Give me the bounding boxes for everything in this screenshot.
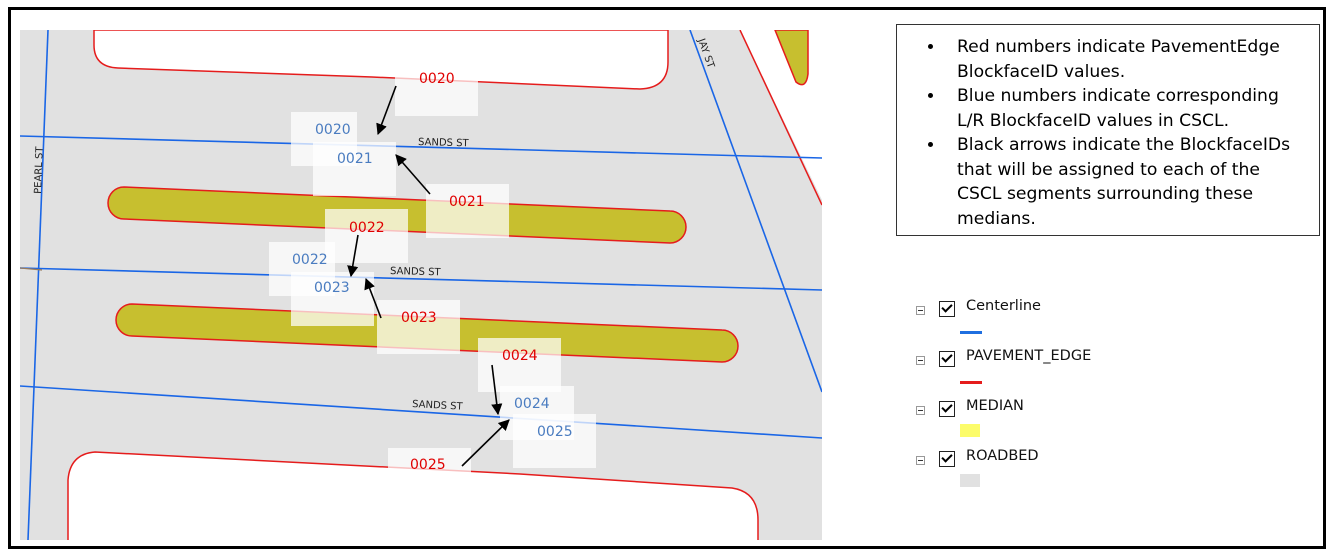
arrow-0024 — [491, 364, 503, 416]
pavement-id-label: 0020 — [419, 71, 455, 87]
layer-checkbox-centerline[interactable] — [939, 301, 955, 317]
collapse-icon[interactable] — [916, 356, 925, 365]
street-labels: SANDS ST SANDS ST SANDS ST PEARL ST JAY … — [33, 36, 716, 412]
layer-checkbox-median[interactable] — [939, 401, 955, 417]
median-jay — [774, 30, 809, 86]
centerline-pearl — [27, 30, 49, 540]
legend-item-centerline: Centerline — [916, 298, 1136, 345]
centerline-sands-3 — [20, 385, 822, 439]
legend-label: Centerline — [966, 298, 1041, 314]
legend-item-roadbed: ROADBED — [916, 448, 1136, 495]
notes-box: Red numbers indicate PavementEdge Blockf… — [896, 24, 1320, 236]
street-label-sands: SANDS ST — [418, 137, 470, 149]
arrow-0022 — [347, 234, 359, 278]
note-item: Blue numbers indicate corresponding L/R … — [945, 84, 1305, 133]
label-halos — [269, 72, 596, 478]
arrow-0020 — [376, 85, 397, 136]
cscl-id-label: 0022 — [292, 252, 328, 268]
legend-item-pavement-edge: PAVEMENT_EDGE — [916, 348, 1136, 395]
pavement-id-label: 0022 — [349, 220, 385, 236]
legend-label: MEDIAN — [966, 398, 1024, 414]
legend-label: ROADBED — [966, 448, 1039, 464]
pavement-edge-labels: 0020 0021 0022 0023 0024 0025 — [349, 71, 538, 473]
assignment-arrows — [347, 85, 510, 467]
notes-list: Red numbers indicate PavementEdge Blockf… — [911, 35, 1305, 231]
cscl-id-label: 0025 — [537, 424, 573, 440]
collapse-icon[interactable] — [916, 406, 925, 415]
cscl-id-label: 0020 — [315, 122, 351, 138]
legend-symbol-fill — [960, 424, 980, 437]
map-layers: SANDS ST SANDS ST SANDS ST PEARL ST JAY … — [20, 30, 822, 540]
layer-checkbox-roadbed[interactable] — [939, 451, 955, 467]
block-top — [93, 30, 669, 90]
note-item: Black arrows indicate the BlockfaceIDs t… — [945, 133, 1305, 231]
collapse-icon[interactable] — [916, 306, 925, 315]
layer-checkbox-pavement-edge[interactable] — [939, 351, 955, 367]
legend-symbol-line — [960, 381, 982, 384]
centerline-stub — [20, 267, 43, 271]
pavement-id-label: 0025 — [410, 457, 446, 473]
arrow-0025 — [461, 419, 510, 467]
legend-label: PAVEMENT_EDGE — [966, 348, 1092, 364]
collapse-icon[interactable] — [916, 456, 925, 465]
street-label-pearl: PEARL ST — [33, 146, 46, 195]
note-item: Red numbers indicate PavementEdge Blockf… — [945, 35, 1305, 84]
centerline-jay — [689, 30, 822, 393]
cscl-id-label: 0021 — [337, 151, 373, 167]
legend-symbol-fill — [960, 474, 980, 487]
arrow-0023 — [364, 277, 382, 319]
centerline-sands-1 — [20, 135, 822, 159]
cscl-id-label: 0024 — [514, 396, 550, 412]
pavement-id-label: 0024 — [502, 348, 538, 364]
street-label-sands: SANDS ST — [390, 266, 442, 278]
legend-item-median: MEDIAN — [916, 398, 1136, 445]
centerline-sands-2 — [20, 267, 822, 291]
pavement-edge-right — [739, 30, 822, 206]
pavement-id-label: 0021 — [449, 194, 485, 210]
pavement-id-label: 0023 — [401, 310, 437, 326]
arrow-0021 — [395, 154, 431, 195]
legend-symbol-line — [960, 331, 982, 334]
cscl-id-label: 0023 — [314, 280, 350, 296]
cscl-labels: 0020 0021 0022 0023 0024 0025 — [292, 122, 573, 440]
block-bottom — [67, 451, 759, 540]
street-label-sands: SANDS ST — [412, 399, 464, 413]
